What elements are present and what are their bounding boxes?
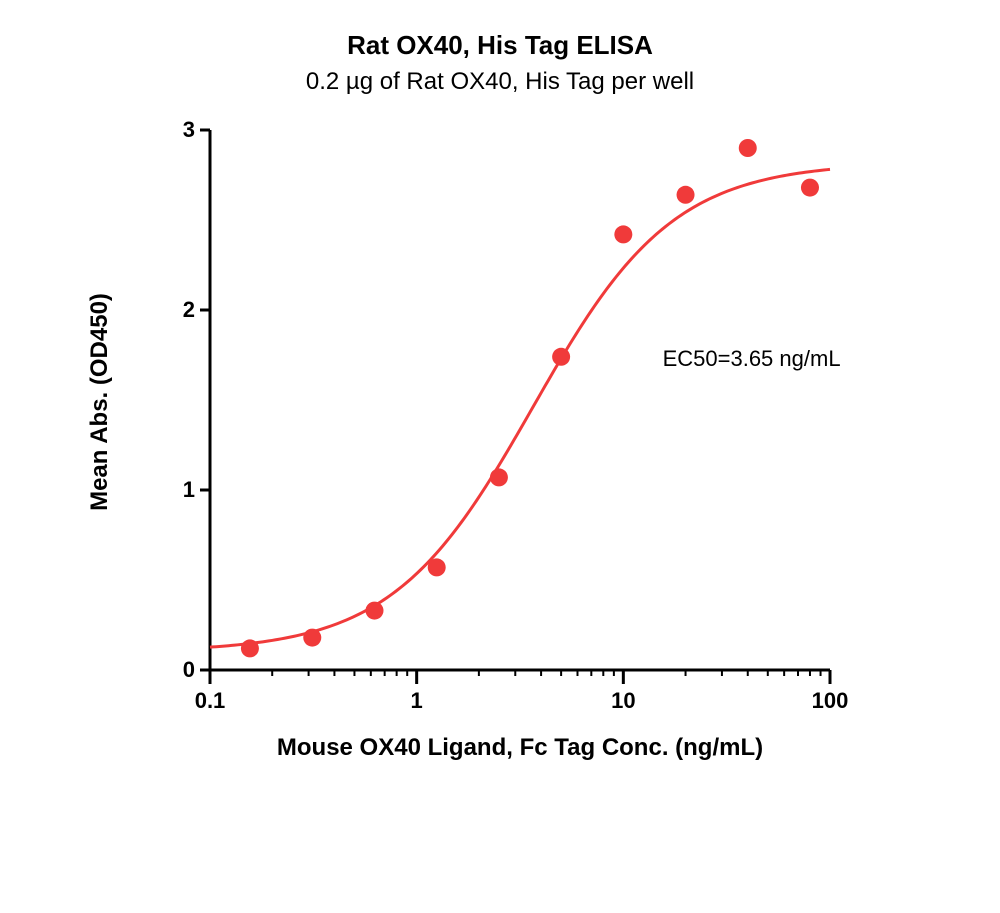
y-tick-label: 2: [155, 297, 195, 323]
x-axis-label: Mouse OX40 Ligand, Fc Tag Conc. (ng/mL): [210, 734, 830, 762]
fit-curve: [210, 169, 830, 647]
y-tick-label: 3: [155, 117, 195, 143]
y-tick-label: 1: [155, 477, 195, 503]
x-tick-label: 0.1: [170, 688, 250, 714]
data-point: [801, 179, 819, 197]
y-axis-label: Mean Abs. (OD450): [86, 292, 114, 512]
x-tick-label: 1: [377, 688, 457, 714]
data-point: [552, 348, 570, 366]
data-point: [428, 558, 446, 576]
data-point: [241, 639, 259, 657]
data-point: [614, 225, 632, 243]
ec50-annotation: EC50=3.65 ng/mL: [663, 346, 841, 372]
data-point: [303, 629, 321, 647]
data-point: [365, 602, 383, 620]
plot-svg: [210, 130, 830, 670]
chart-title: Rat OX40, His Tag ELISA: [60, 30, 940, 61]
data-point: [677, 186, 695, 204]
y-tick-label: 0: [155, 657, 195, 683]
data-point: [490, 468, 508, 486]
x-tick-label: 10: [583, 688, 663, 714]
plot-area: [210, 130, 830, 670]
chart-subtitle: 0.2 µg of Rat OX40, His Tag per well: [60, 68, 940, 96]
data-point: [739, 139, 757, 157]
chart-container: Rat OX40, His Tag ELISA 0.2 µg of Rat OX…: [60, 30, 940, 860]
x-tick-label: 100: [790, 688, 870, 714]
